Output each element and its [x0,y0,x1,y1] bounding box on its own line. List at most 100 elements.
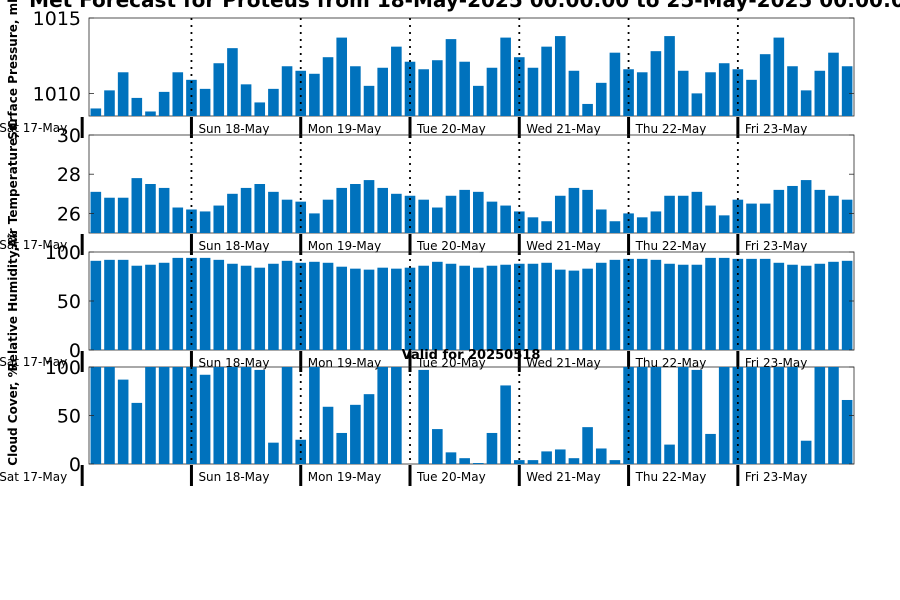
data-bar [199,257,211,350]
x-tick-label: Tue 20-May [416,122,486,136]
y-tick-label: 50 [57,291,81,313]
data-bar [718,215,730,233]
data-bar [500,205,511,233]
data-bar [759,258,771,350]
data-bar [199,88,211,116]
data-bar [350,268,361,350]
chart-panel-1: 1010 1015 Sat 17-May Sun 18-May Mon 19-May Tu… [0,0,855,140]
data-bar [677,195,689,233]
data-bar [595,209,607,233]
data-bar [145,367,156,464]
data-bar [759,203,771,233]
data-bar [336,37,348,116]
data-bar [486,432,498,464]
data-bar [773,367,785,464]
data-bar [841,66,853,116]
data-bar [295,201,307,233]
data-bar [295,70,307,116]
data-bar [473,463,484,464]
data-bar [554,269,566,350]
data-bar [787,66,798,116]
data-bar [117,259,129,350]
data-bar [377,67,388,116]
data-bar [554,195,566,233]
data-bar [582,268,593,350]
y-tick-label: 0 [69,340,81,362]
data-bar [363,85,375,116]
data-bar [117,197,129,233]
data-bar [336,266,348,350]
x-tick-label: Thu 22-May [635,122,707,136]
data-bar [131,265,143,350]
data-bar [268,442,279,464]
data-bar [732,199,744,233]
data-bar [691,369,703,464]
data-bar [677,70,689,116]
data-bar [90,191,102,233]
data-bar [623,213,634,233]
data-bar [227,48,238,116]
data-bar [582,103,593,116]
data-bar [814,70,826,116]
y-tick-label: 1010 [33,83,81,105]
data-bar [800,265,812,350]
data-bar [459,265,470,350]
data-bar [636,217,648,233]
data-bar [145,184,156,233]
y-axis-label: Relative Humidity, % [6,231,20,372]
y-axis-label: Cloud Cover, % [6,365,20,465]
data-bar [336,187,348,233]
data-bar [418,199,429,233]
data-bar [513,211,525,233]
data-bar [664,263,675,350]
data-bar [445,195,457,233]
data-bar [705,72,716,116]
data-bar [527,263,539,350]
x-tick-label: Fri 23-May [745,356,808,370]
data-bar [240,187,252,233]
data-bar [664,36,675,117]
data-bar [432,261,443,350]
data-bar [568,70,580,116]
data-bar [350,184,361,233]
data-bar [500,37,511,116]
x-tick-label: Sun 18-May [198,470,269,484]
data-bar [432,60,443,116]
data-bar [227,263,238,350]
x-tick-label: Sat 17-May [0,121,67,135]
data-bar [473,85,484,116]
data-bar [841,199,853,233]
data-bar [391,268,402,350]
data-bar [432,429,443,464]
data-bar [145,264,156,350]
data-bar [527,217,539,233]
y-tick-label: 30 [57,125,81,147]
data-bar [568,270,580,350]
y-axis-label: Air Temperature, C [6,120,20,248]
data-bar [595,448,607,464]
x-tick-label: Fri 23-May [745,239,808,253]
data-bar [595,82,607,116]
data-bar [636,72,648,116]
x-tick-label: Tue 20-May [416,356,486,370]
data-bar [664,195,675,233]
data-bar [800,180,812,233]
data-bar [691,191,703,233]
data-bar [568,458,580,464]
data-bar [800,440,812,464]
data-bar [814,367,826,464]
data-bar [158,367,170,464]
data-bar [705,205,716,233]
x-tick-label: Sun 18-May [198,356,269,370]
data-bar [391,46,402,116]
x-tick-label: Fri 23-May [745,470,808,484]
data-bar [691,264,703,350]
data-bar [186,257,197,350]
x-tick-label: Thu 22-May [635,470,707,484]
x-tick-label: Thu 22-May [635,356,707,370]
data-bar [268,88,279,116]
y-tick-label: 100 [45,242,81,264]
